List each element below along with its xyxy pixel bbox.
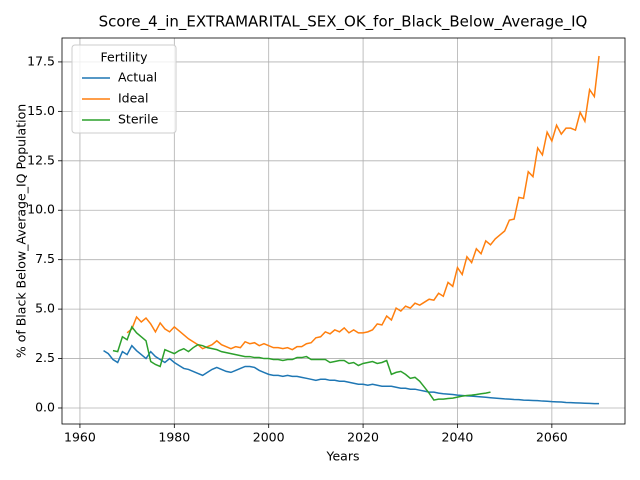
y-tick-label: 7.5 <box>35 251 55 266</box>
x-tick-label: 2000 <box>253 430 285 445</box>
x-axis-label: Years <box>326 449 360 464</box>
x-tick-label: 1980 <box>158 430 190 445</box>
plot-frame <box>61 37 626 425</box>
x-tick-label: 2060 <box>536 430 568 445</box>
y-tick-label: 5.0 <box>35 301 55 316</box>
series-line <box>103 344 600 405</box>
legend-label: Actual <box>118 70 157 85</box>
y-tick-label: 17.5 <box>27 53 55 68</box>
legend-label: Ideal <box>118 91 148 106</box>
x-tick-label: 2040 <box>442 430 474 445</box>
legend-label: Sterile <box>118 112 159 127</box>
y-axis-label: % of Black Below_Average_IQ Population <box>14 104 29 358</box>
x-tick-label: 1960 <box>64 430 96 445</box>
y-tick-label: 2.5 <box>35 350 55 365</box>
x-tick-label: 2020 <box>347 430 379 445</box>
legend: Fertility Actual Ideal Sterile <box>71 44 177 134</box>
chart-title: Score_4_in_EXTRAMARITAL_SEX_OK_for_Black… <box>99 13 588 32</box>
y-tick-label: 12.5 <box>27 152 55 167</box>
legend-box <box>71 44 177 134</box>
y-tick-label: 0.0 <box>35 399 55 414</box>
series-line <box>112 325 491 401</box>
legend-title: Fertility <box>101 50 149 65</box>
y-tick-label: 10.0 <box>27 202 55 217</box>
y-tick-label: 15.0 <box>27 103 55 118</box>
